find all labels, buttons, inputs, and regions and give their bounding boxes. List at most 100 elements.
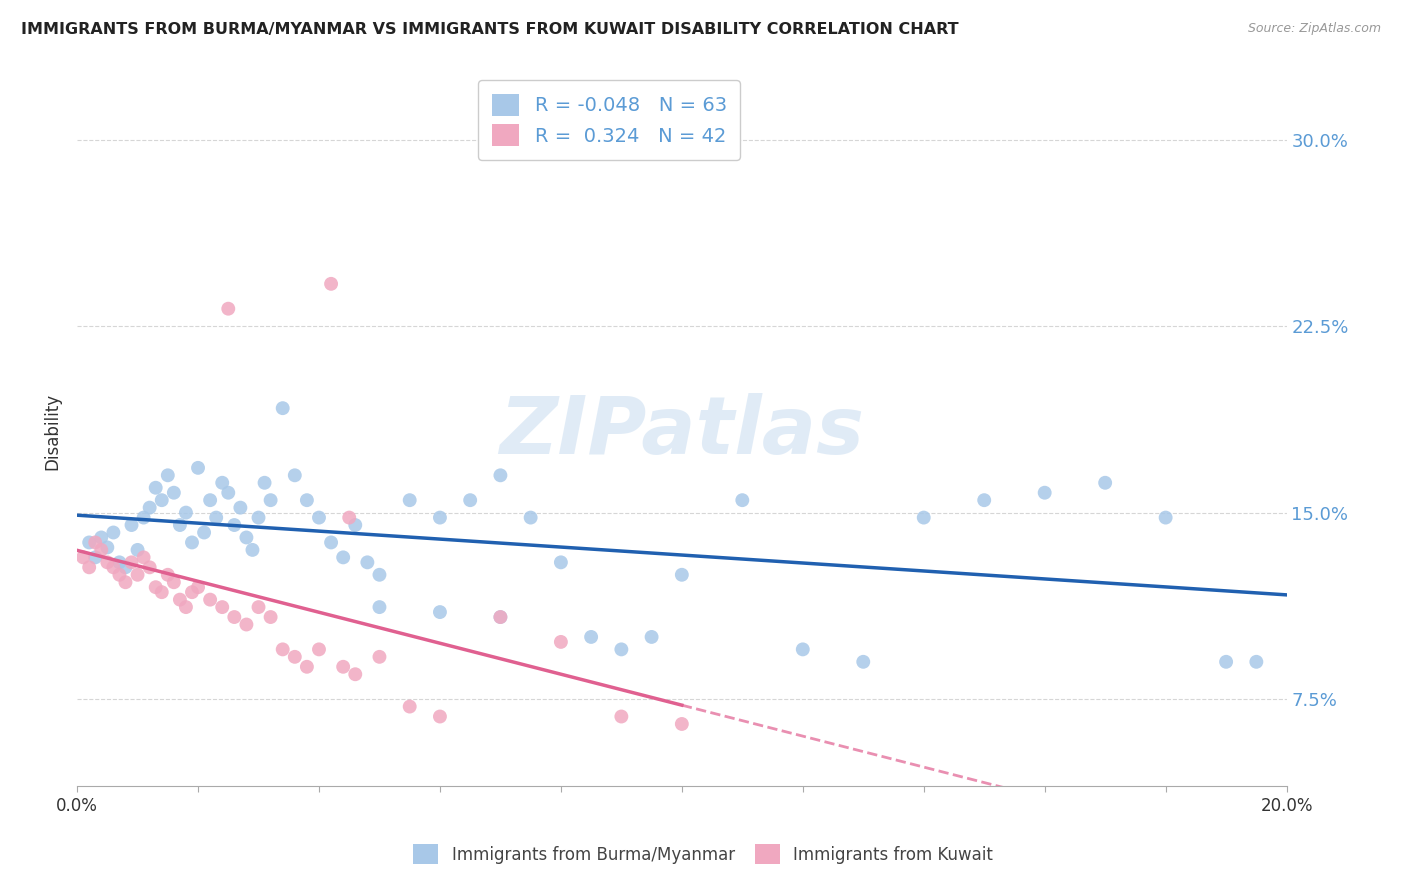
Point	[247, 510, 270, 524]
Point	[852, 655, 875, 669]
Point	[90, 542, 112, 557]
Point	[174, 506, 197, 520]
Legend: R = -0.048   N = 63, R =  0.324   N = 42: R = -0.048 N = 63, R = 0.324 N = 42	[478, 80, 741, 160]
Point	[308, 510, 330, 524]
Point	[138, 500, 160, 515]
Point	[368, 600, 391, 615]
Point	[224, 518, 246, 533]
Point	[253, 475, 276, 490]
Point	[489, 610, 512, 624]
Point	[579, 630, 602, 644]
Point	[145, 580, 167, 594]
Point	[169, 592, 191, 607]
Text: Source: ZipAtlas.com: Source: ZipAtlas.com	[1247, 22, 1381, 36]
Point	[121, 555, 143, 569]
Point	[156, 567, 179, 582]
Point	[284, 468, 307, 483]
Point	[156, 468, 179, 483]
Point	[211, 475, 233, 490]
Point	[458, 493, 481, 508]
Point	[187, 580, 209, 594]
Point	[138, 560, 160, 574]
Point	[103, 560, 125, 574]
Point	[181, 585, 204, 599]
Point	[519, 510, 541, 524]
Point	[356, 555, 378, 569]
Point	[368, 649, 391, 664]
Point	[187, 460, 209, 475]
Point	[127, 567, 149, 582]
Point	[319, 535, 342, 549]
Text: IMMIGRANTS FROM BURMA/MYANMAR VS IMMIGRANTS FROM KUWAIT DISABILITY CORRELATION C: IMMIGRANTS FROM BURMA/MYANMAR VS IMMIGRA…	[21, 22, 959, 37]
Point	[731, 493, 754, 508]
Point	[96, 555, 118, 569]
Point	[217, 485, 239, 500]
Point	[235, 617, 257, 632]
Point	[181, 535, 204, 549]
Point	[332, 550, 354, 565]
Point	[211, 600, 233, 615]
Point	[610, 709, 633, 723]
Point	[337, 510, 360, 524]
Point	[127, 542, 149, 557]
Point	[429, 510, 451, 524]
Point	[368, 567, 391, 582]
Point	[132, 550, 155, 565]
Point	[1215, 655, 1237, 669]
Point	[319, 277, 342, 291]
Point	[72, 550, 94, 565]
Point	[550, 635, 572, 649]
Point	[610, 642, 633, 657]
Y-axis label: Disability: Disability	[44, 393, 60, 470]
Point	[550, 555, 572, 569]
Point	[247, 600, 270, 615]
Point	[912, 510, 935, 524]
Point	[229, 500, 252, 515]
Legend: Immigrants from Burma/Myanmar, Immigrants from Kuwait: Immigrants from Burma/Myanmar, Immigrant…	[406, 838, 1000, 871]
Point	[640, 630, 662, 644]
Point	[132, 510, 155, 524]
Point	[398, 493, 420, 508]
Point	[121, 518, 143, 533]
Point	[163, 575, 186, 590]
Point	[308, 642, 330, 657]
Point	[169, 518, 191, 533]
Point	[344, 518, 367, 533]
Point	[217, 301, 239, 316]
Point	[114, 560, 136, 574]
Point	[114, 575, 136, 590]
Point	[224, 610, 246, 624]
Point	[973, 493, 995, 508]
Point	[792, 642, 814, 657]
Point	[671, 717, 693, 731]
Point	[84, 550, 107, 565]
Point	[1094, 475, 1116, 490]
Point	[193, 525, 215, 540]
Point	[344, 667, 367, 681]
Point	[205, 510, 228, 524]
Point	[259, 493, 281, 508]
Point	[77, 535, 100, 549]
Point	[271, 642, 294, 657]
Text: ZIPatlas: ZIPatlas	[499, 392, 865, 471]
Point	[103, 525, 125, 540]
Point	[77, 560, 100, 574]
Point	[1033, 485, 1056, 500]
Point	[1246, 655, 1268, 669]
Point	[198, 493, 221, 508]
Point	[108, 555, 131, 569]
Point	[671, 567, 693, 582]
Point	[271, 401, 294, 416]
Point	[429, 605, 451, 619]
Point	[145, 481, 167, 495]
Point	[429, 709, 451, 723]
Point	[108, 567, 131, 582]
Point	[84, 535, 107, 549]
Point	[163, 485, 186, 500]
Point	[259, 610, 281, 624]
Point	[295, 660, 318, 674]
Point	[96, 541, 118, 555]
Point	[90, 531, 112, 545]
Point	[398, 699, 420, 714]
Point	[332, 660, 354, 674]
